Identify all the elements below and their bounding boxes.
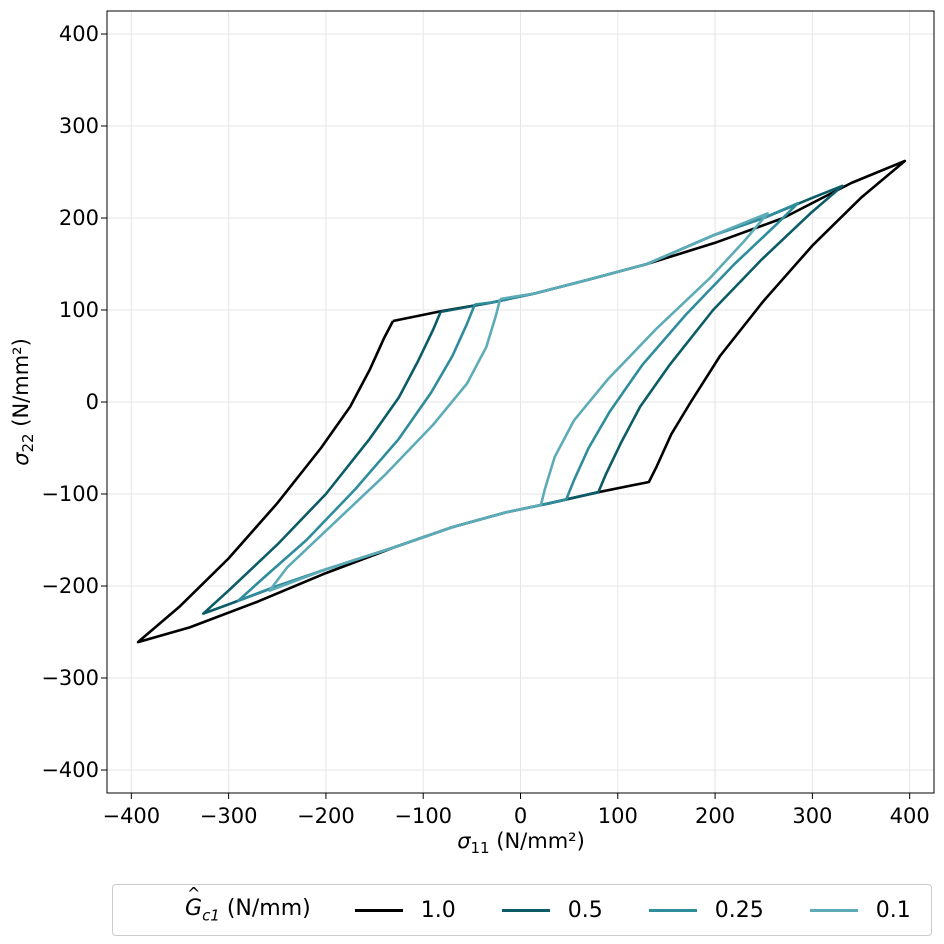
legend-label: 0.5 (567, 897, 603, 923)
y-tick-label: −200 (41, 574, 99, 598)
series-line-0.1 (268, 212, 769, 592)
x-tick-label: −200 (297, 804, 355, 828)
y-ticks: −400 −300 −200 −100 0 100 200 300 400 (41, 22, 107, 782)
y-tick-label: −400 (41, 758, 99, 782)
x-axis-label: σ11 (N/mm²) (457, 829, 585, 857)
legend-label: 0.25 (714, 897, 764, 923)
series-line-1.0 (136, 159, 907, 644)
legend-swatch (354, 908, 403, 912)
y-tick-label: −300 (41, 666, 99, 690)
legend: G ^ c1 (N/mm) 1.0 0.5 0.25 0.1 (112, 884, 932, 936)
legend-label: 1.0 (420, 897, 456, 923)
y-tick-label: 400 (59, 22, 99, 46)
x-tick-label: 300 (792, 804, 832, 828)
y-tick-label: 0 (86, 390, 99, 414)
x-tick-label: −300 (200, 804, 258, 828)
series-lines (136, 159, 907, 644)
x-tick-label: −400 (102, 804, 160, 828)
legend-item: 0.1 (809, 897, 911, 923)
legend-swatch (501, 908, 550, 912)
x-tick-label: −100 (394, 804, 452, 828)
legend-title: G ^ c1 (N/mm) (185, 883, 311, 925)
y-axis-label: σ22 (N/mm²) (9, 338, 37, 466)
legend-item: 0.5 (501, 897, 603, 923)
legend-items: 1.0 0.5 0.25 0.1 (354, 897, 944, 923)
y-tick-label: 100 (59, 298, 99, 322)
legend-label: 0.1 (875, 897, 911, 923)
x-tick-label: 100 (598, 804, 638, 828)
legend-swatch (809, 908, 858, 912)
x-tick-label: 400 (890, 804, 930, 828)
y-tick-label: 200 (59, 206, 99, 230)
legend-swatch (648, 908, 697, 912)
grid (107, 11, 934, 793)
y-tick-label: −100 (41, 482, 99, 506)
series-line-0.5 (202, 184, 844, 615)
x-tick-label: 200 (695, 804, 735, 828)
legend-item: 0.25 (648, 897, 764, 923)
y-tick-label: 300 (59, 114, 99, 138)
x-tick-label: 0 (514, 804, 527, 828)
x-ticks: −400 −300 −200 −100 0 100 200 300 400 (102, 793, 930, 828)
legend-item: 1.0 (354, 897, 456, 923)
